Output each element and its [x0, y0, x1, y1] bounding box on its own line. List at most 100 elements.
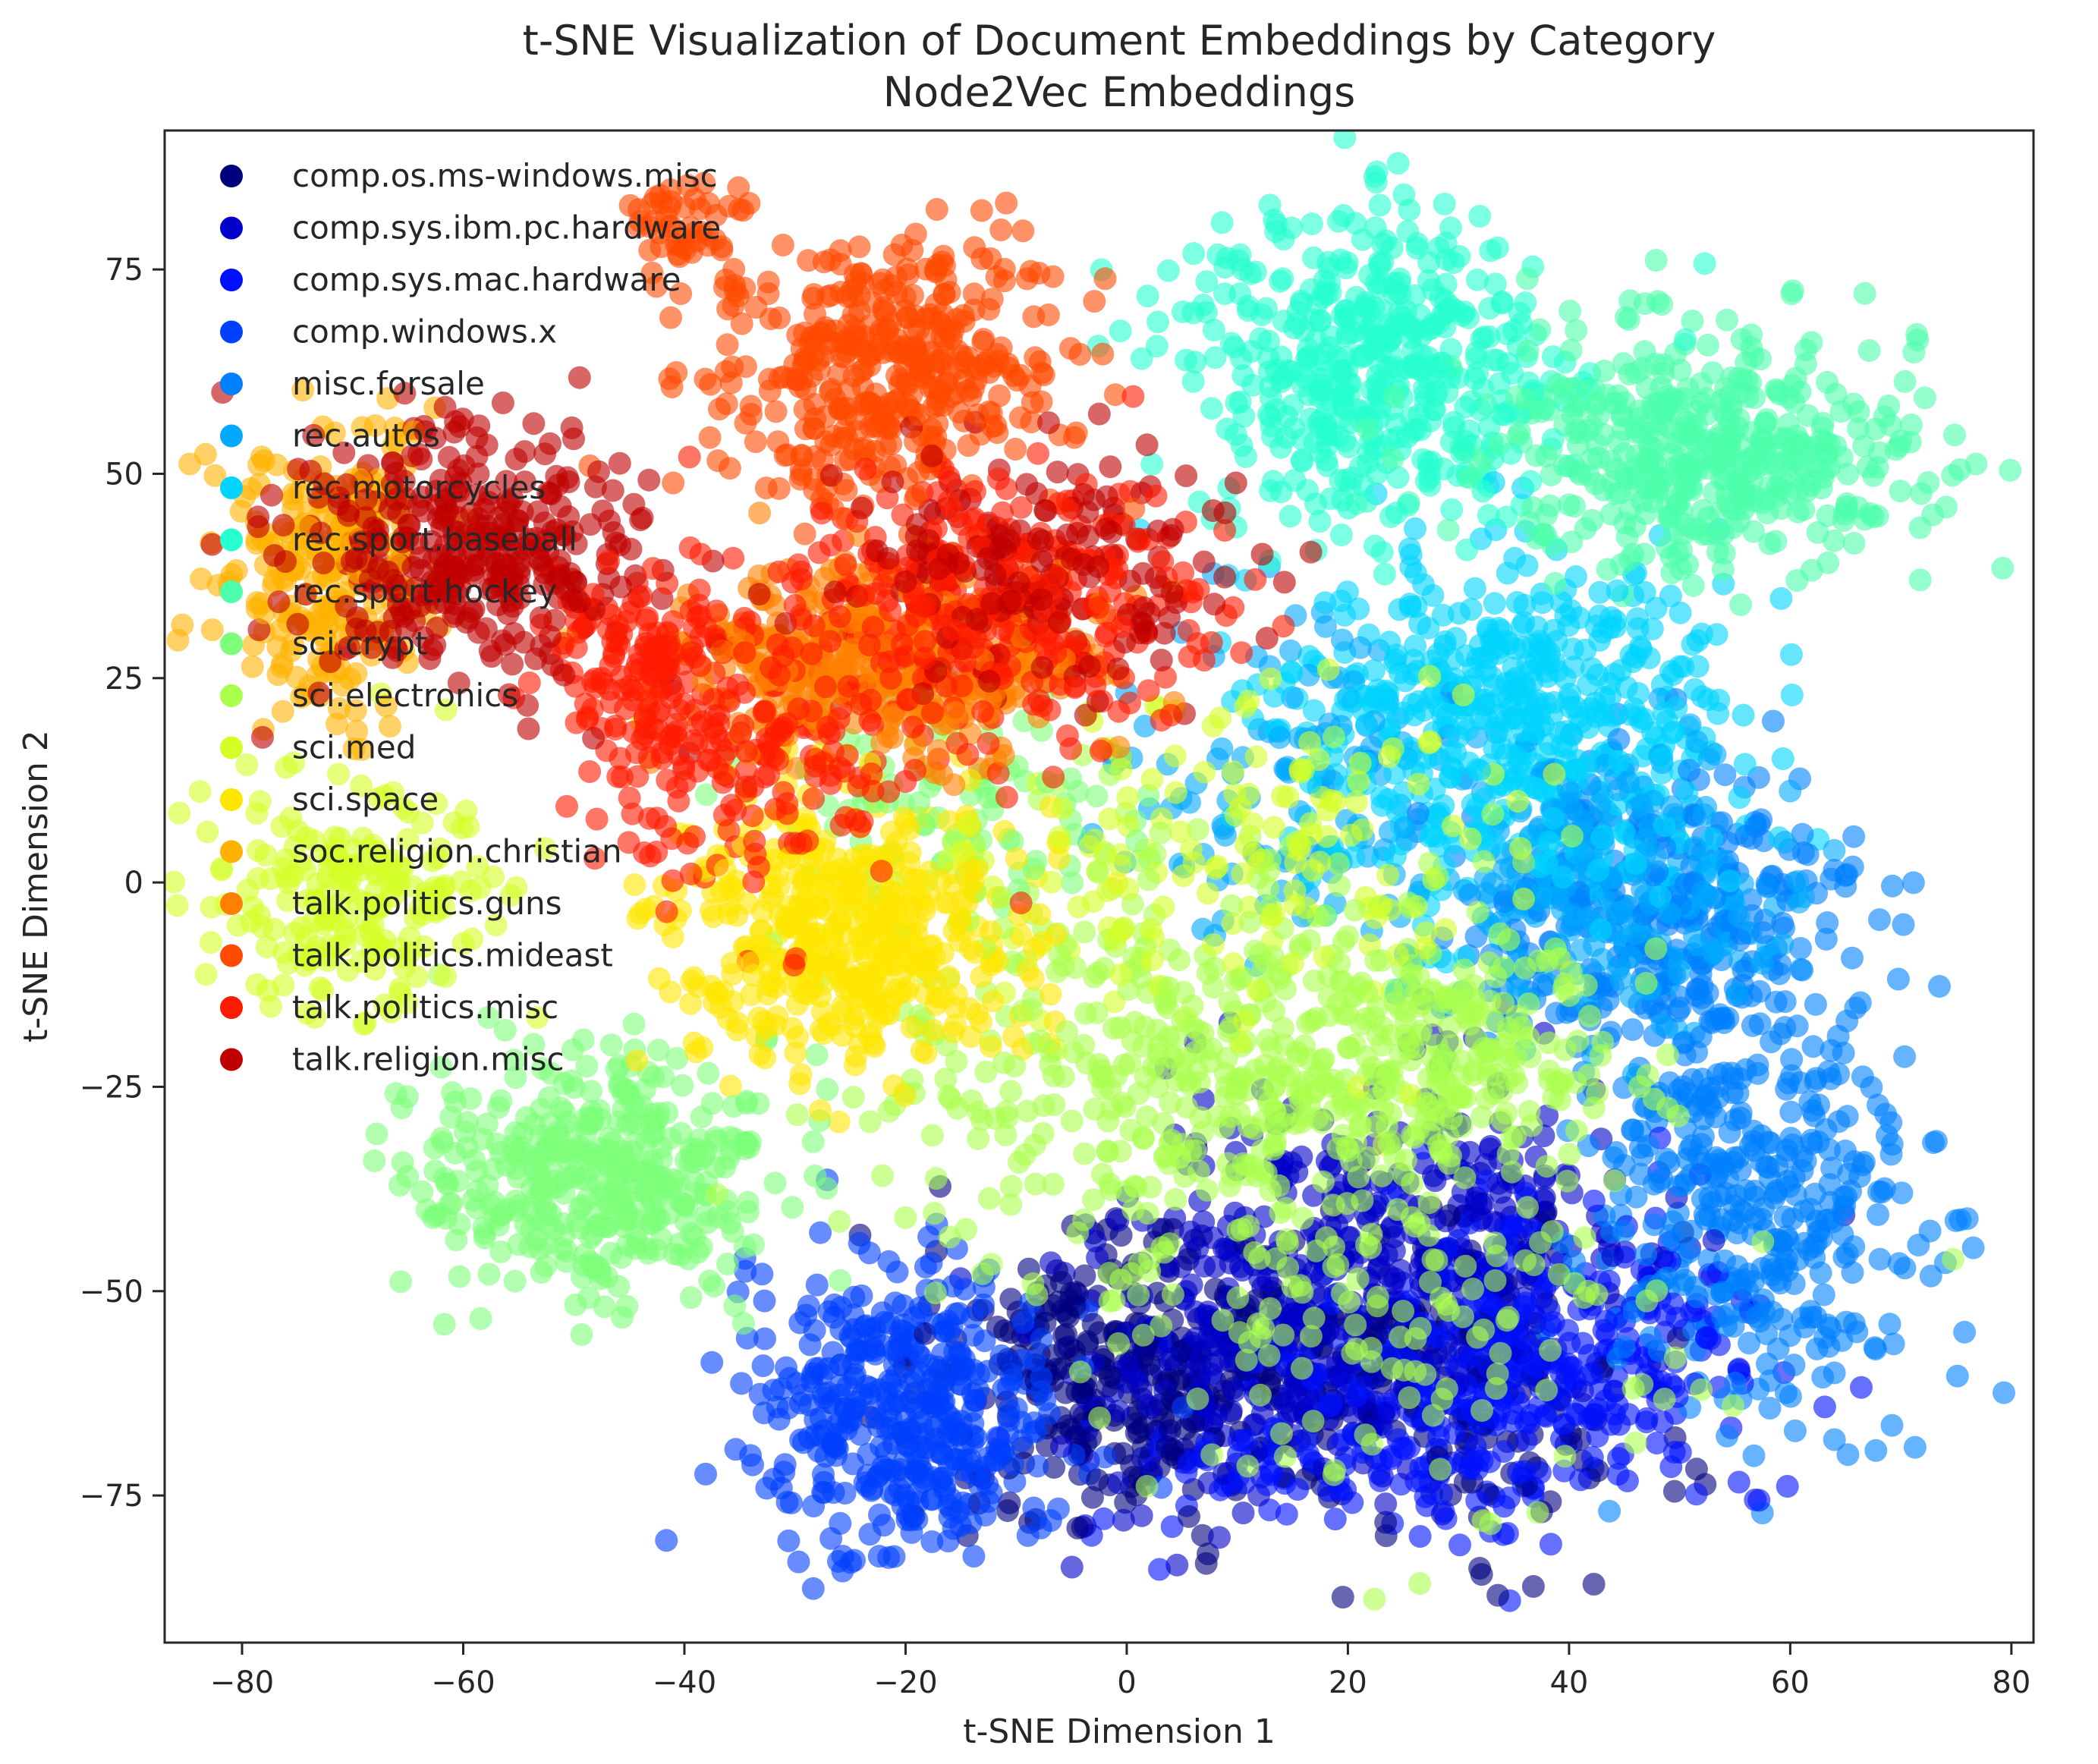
scatter-point — [877, 1250, 901, 1273]
scatter-point — [1515, 554, 1539, 577]
scatter-point — [1468, 759, 1492, 782]
scatter-point — [1479, 1135, 1502, 1158]
scatter-point — [1290, 1357, 1313, 1380]
scatter-point — [1618, 703, 1642, 726]
scatter-point — [1747, 813, 1771, 836]
scatter-point — [1561, 637, 1584, 661]
scatter-point — [1155, 1435, 1178, 1459]
scatter-point — [1363, 1587, 1386, 1611]
scatter-point — [856, 1464, 879, 1487]
scatter-point — [1848, 991, 1872, 1014]
scatter-point — [1526, 1501, 1549, 1524]
scatter-point — [1279, 505, 1302, 528]
scatter-point — [615, 1295, 639, 1318]
scatter-point — [1049, 1435, 1073, 1458]
scatter-point — [1811, 1366, 1835, 1389]
scatter-point — [1676, 1081, 1700, 1105]
scatter-point — [826, 1437, 849, 1460]
scatter-point — [1678, 759, 1701, 782]
scatter-point — [1374, 1511, 1398, 1534]
scatter-point — [829, 1511, 852, 1535]
scatter-point — [1505, 765, 1529, 788]
scatter-point — [1758, 532, 1782, 555]
scatter-point — [1691, 685, 1714, 709]
scatter-point — [1514, 1410, 1537, 1434]
scatter-point — [1448, 1533, 1471, 1557]
scatter-point — [1060, 1109, 1084, 1133]
scatter-point — [1200, 1363, 1223, 1385]
scatter-point — [1704, 1105, 1728, 1129]
scatter-point — [1114, 1491, 1137, 1514]
scatter-point — [78, 985, 101, 1008]
scatter-point — [1860, 1076, 1883, 1099]
scatter-point — [1993, 1381, 2015, 1404]
scatter-point — [1208, 1526, 1231, 1549]
scatter-point — [1886, 967, 1910, 991]
scatter-point — [1453, 300, 1477, 324]
scatter-point — [1686, 655, 1710, 678]
scatter-point — [1901, 871, 1925, 895]
scatter-point — [1728, 786, 1751, 810]
scatter-point — [1323, 1508, 1347, 1531]
scatter-point — [1156, 259, 1180, 282]
scatter-point — [1634, 1410, 1658, 1434]
scatter-point — [1893, 369, 1917, 393]
scatter-point — [1427, 695, 1451, 718]
scatter-point — [775, 1490, 799, 1514]
scatter-point — [977, 1187, 1001, 1210]
scatter-point — [1275, 1502, 1298, 1526]
scatter-point — [1148, 1558, 1171, 1581]
scatter-point — [1483, 592, 1506, 615]
scatter-point — [724, 1438, 747, 1461]
scatter-point — [1329, 524, 1353, 546]
scatter-point — [1771, 747, 1794, 770]
scatter-point — [1024, 1172, 1047, 1196]
scatter-point — [1191, 294, 1215, 317]
scatter-point — [1116, 1354, 1140, 1378]
scatter-point — [1479, 1512, 1502, 1536]
scatter-point — [1868, 908, 1891, 932]
scatter-point — [777, 1529, 801, 1552]
scatter-point — [1819, 1067, 1842, 1090]
scatter-point — [1210, 737, 1234, 760]
scatter-point — [1418, 665, 1442, 688]
scatter-point — [1625, 923, 1648, 946]
scatter-point — [1165, 1553, 1189, 1577]
scatter-point — [1286, 1478, 1310, 1501]
scatter-point — [1892, 913, 1915, 936]
scatter-point — [1269, 1422, 1293, 1445]
scatter-point — [791, 1383, 814, 1407]
scatter-point — [1848, 1165, 1871, 1188]
scatter-point — [920, 1530, 944, 1553]
scatter-point — [753, 1327, 776, 1351]
scatter-point — [1358, 300, 1381, 324]
scatter-point — [1681, 633, 1704, 656]
scatter-point — [1157, 1348, 1181, 1372]
scatter-point — [1659, 1455, 1683, 1479]
scatter-point — [1514, 693, 1537, 717]
scatter-point — [1751, 921, 1775, 945]
scatter-point — [865, 1407, 889, 1430]
scatter-point — [905, 1481, 929, 1505]
scatter-point — [1030, 1328, 1053, 1351]
scatter-point — [1727, 904, 1750, 928]
scatter-point — [1864, 417, 1887, 441]
scatter-point — [1163, 744, 1187, 768]
scatter-point — [1530, 1279, 1553, 1303]
scatter-point — [827, 1110, 851, 1134]
scatter-point — [1942, 1247, 1964, 1271]
scatter-point — [1573, 1226, 1596, 1250]
scatter-point — [1924, 1130, 1948, 1153]
scatter-point — [1882, 1332, 1905, 1356]
scatter-point — [1587, 859, 1610, 882]
scatter-point — [1363, 165, 1386, 188]
scatter-point — [804, 1408, 827, 1432]
scatter-point — [1762, 709, 1785, 733]
scatter-point — [1706, 702, 1730, 725]
scatter-point — [1093, 1445, 1117, 1469]
scatter-point — [1771, 911, 1794, 935]
scatter-point — [1690, 1378, 1713, 1401]
scatter-point — [1590, 826, 1613, 850]
scatter-point — [1331, 1586, 1354, 1609]
